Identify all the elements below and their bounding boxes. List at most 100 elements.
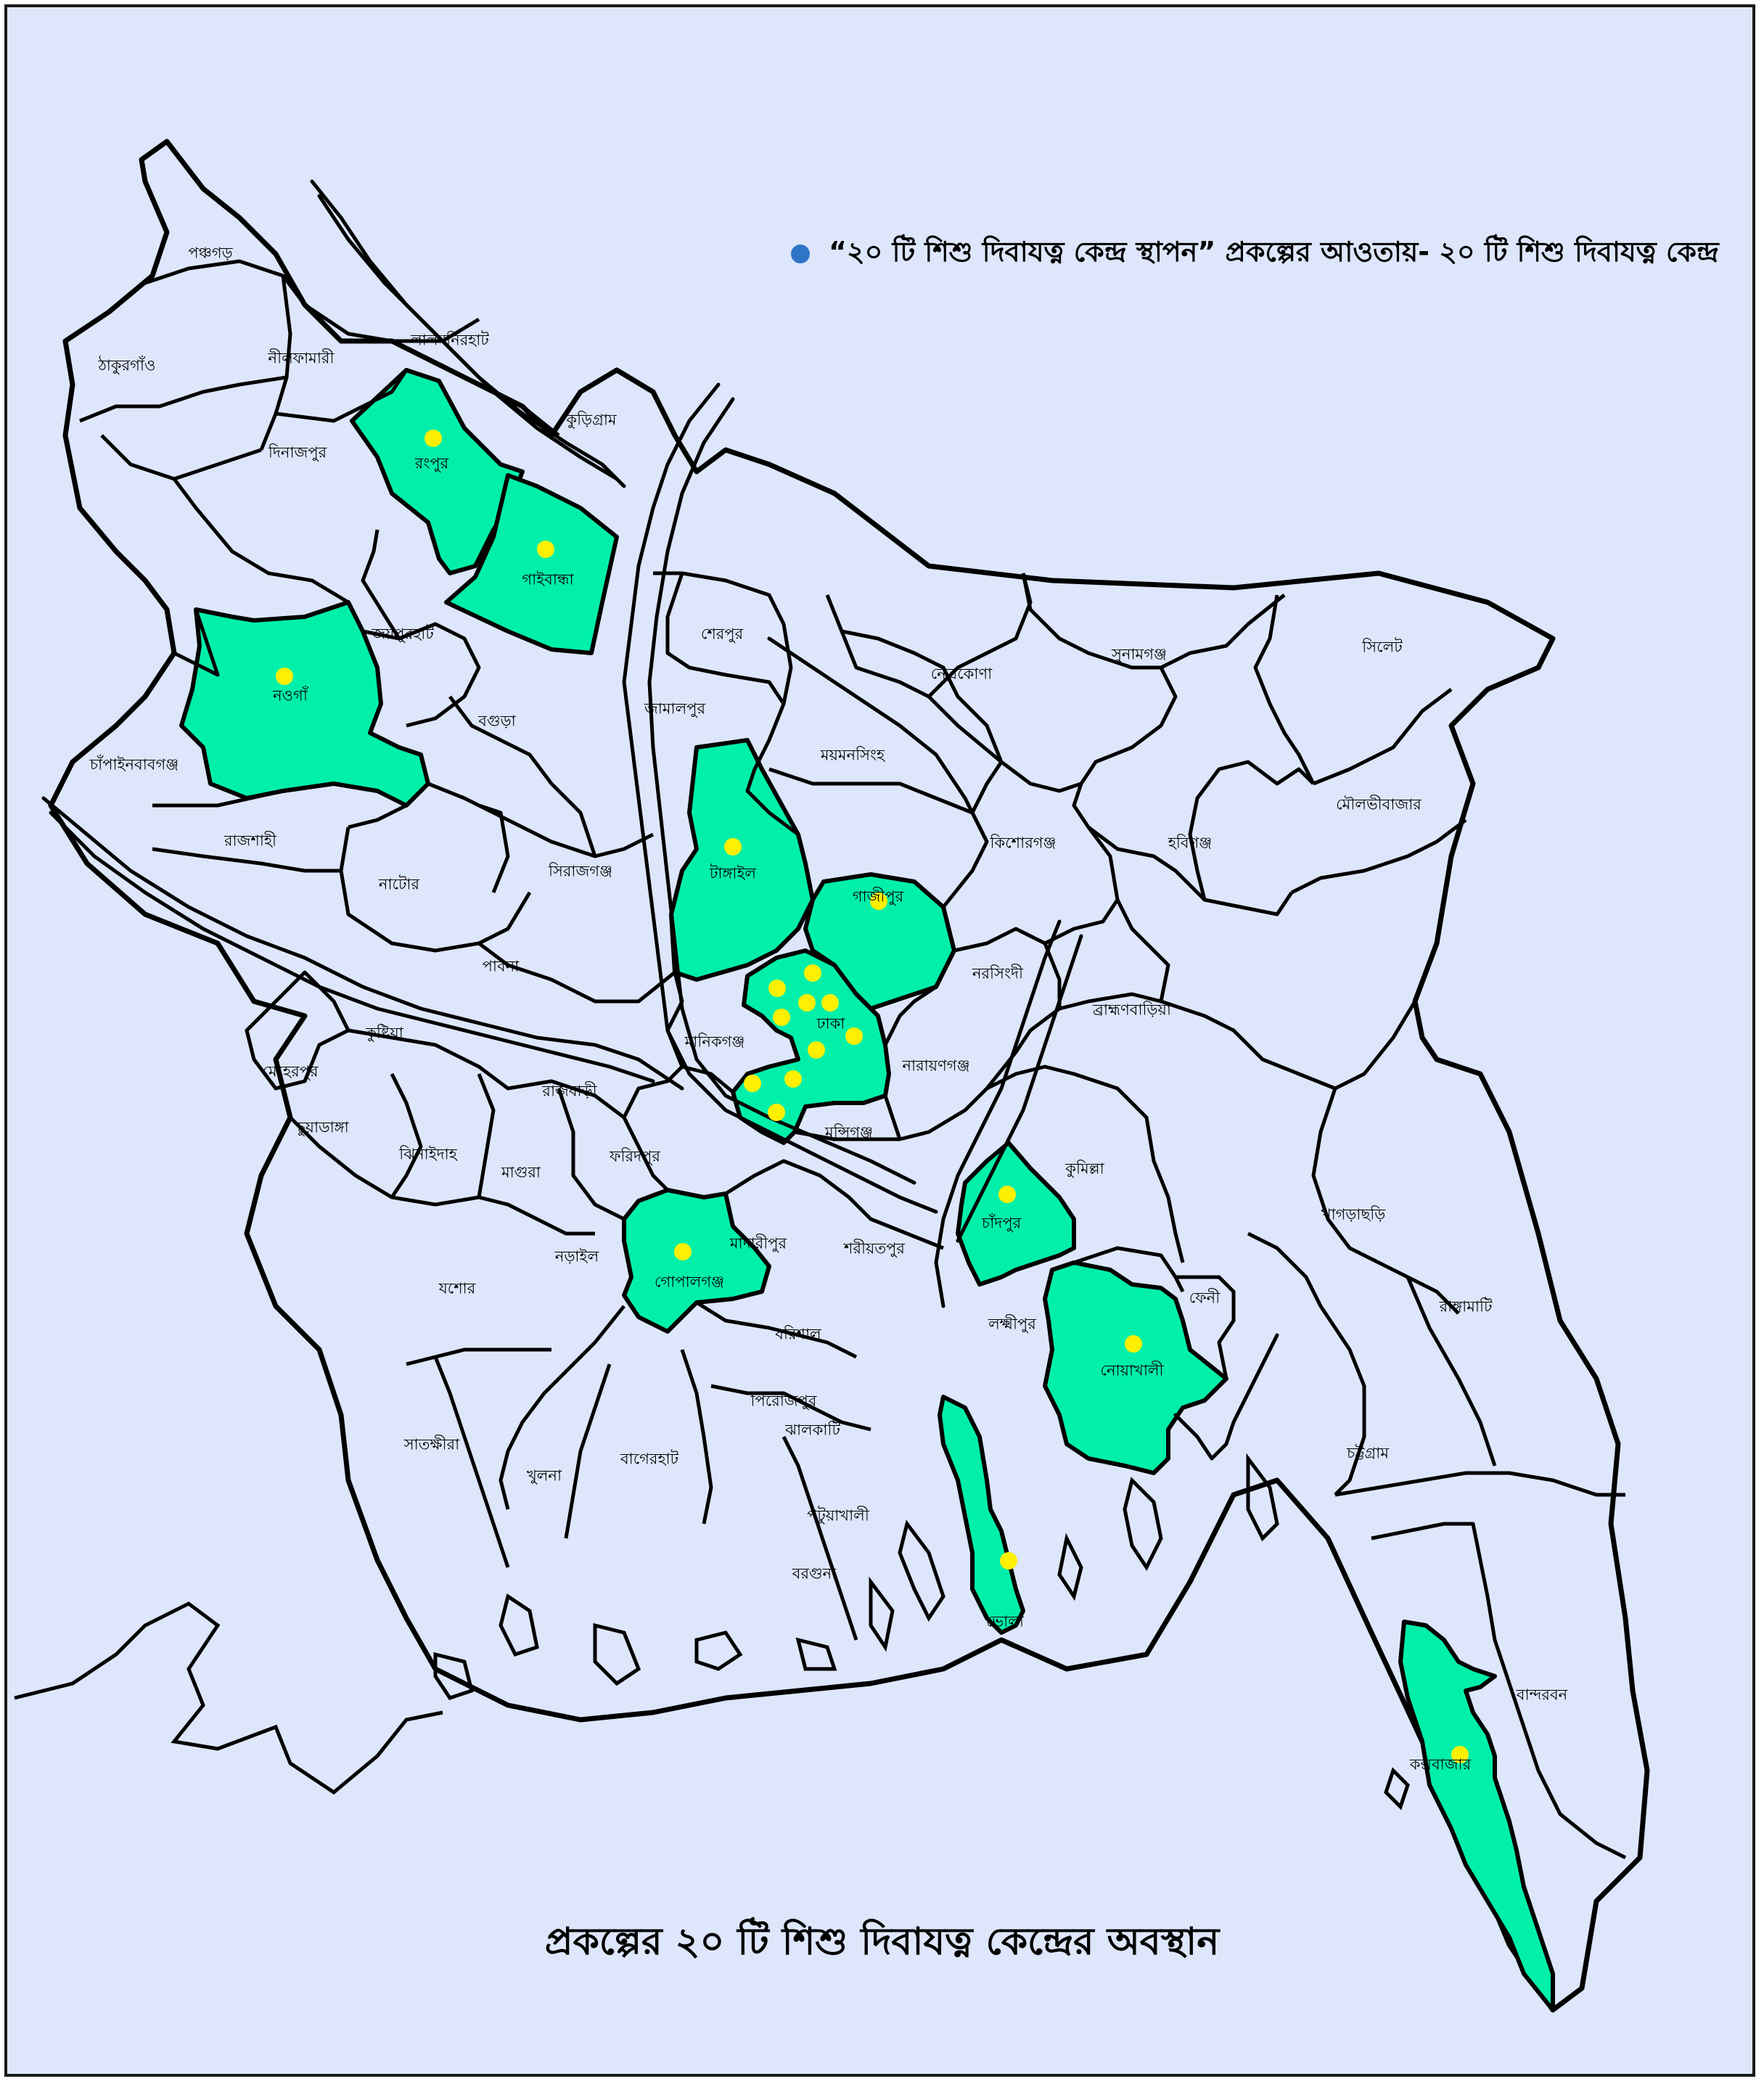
district-label: চুয়াডাঙ্গা <box>297 1118 349 1136</box>
border <box>557 1088 625 1221</box>
coastal-islands <box>433 1453 1410 1810</box>
district-bhola-shape <box>938 1395 1025 1635</box>
daycare-center-marker <box>784 1070 802 1088</box>
district-label: পাবনা <box>482 957 520 975</box>
border <box>1087 826 1170 1002</box>
border <box>665 573 786 705</box>
district-label: ময়মনসিংহ <box>820 746 885 764</box>
border <box>710 1384 871 1432</box>
daycare-center-marker <box>1125 1335 1142 1353</box>
border <box>1059 992 1162 1011</box>
island <box>869 1576 895 1652</box>
meghna-river <box>934 919 1062 1308</box>
legend-text: “২০ টি শিশু দিবাযত্ন কেন্দ্র স্থাপন” প্র… <box>829 236 1719 268</box>
daycare-center-markers <box>276 430 1469 1763</box>
daycare-center-marker <box>821 994 839 1012</box>
border <box>653 571 800 836</box>
district-label: নারায়ণগঞ্জ <box>902 1057 970 1075</box>
district-label: দিনাজপুর <box>268 443 327 461</box>
district-label: রংপুর <box>414 454 449 472</box>
border <box>953 927 1062 1009</box>
daycare-center-marker <box>998 1186 1016 1203</box>
daycare-center-marker <box>1451 1746 1469 1763</box>
district-label: গোপালগঞ্জ <box>654 1273 725 1291</box>
island <box>499 1593 539 1657</box>
district-label: সাতক্ষীরা <box>403 1435 460 1453</box>
legend: “২০ টি শিশু দিবাযত্ন কেন্দ্র স্থাপন” প্র… <box>791 231 1719 277</box>
district-label: ঝালকাটি <box>785 1421 840 1439</box>
island <box>898 1519 945 1622</box>
district-label: বাগেরহাট <box>620 1450 679 1468</box>
daycare-center-marker <box>808 1041 825 1059</box>
island <box>1246 1453 1279 1542</box>
district-coxsbazar-shape <box>1398 1620 1555 2012</box>
island <box>1384 1767 1410 1810</box>
district-label: রাঙ্গামাটি <box>1439 1297 1493 1316</box>
padma-river-bank <box>49 811 655 1083</box>
border <box>406 1347 551 1366</box>
district-label: মুন্সিগঞ্জ <box>825 1123 873 1141</box>
meghna-river-bank <box>956 934 1083 1243</box>
daycare-center-marker <box>276 668 293 685</box>
daycare-center-marker <box>798 994 816 1012</box>
island <box>1123 1477 1163 1571</box>
district-label: কুষ্টিয়া <box>366 1024 403 1042</box>
border <box>361 529 401 640</box>
district-label: জয়পুরহাট <box>372 625 434 643</box>
border <box>152 782 409 829</box>
border <box>841 629 1004 763</box>
border <box>564 1363 612 1539</box>
daycare-center-marker <box>744 1075 761 1092</box>
island <box>593 1623 641 1686</box>
district-label: পঞ্চগড় <box>188 244 233 262</box>
district-label: লক্ষ্মীপুর <box>988 1315 1036 1333</box>
district-label: নরসিংদী <box>972 964 1024 982</box>
district-label: বরিশাল <box>775 1325 821 1343</box>
district-label: লালমনিরহাট <box>411 331 489 349</box>
district-label: কিশোরগঞ্জ <box>990 834 1057 852</box>
district-label: বরগুনা <box>792 1564 837 1583</box>
district-label: নাটোর <box>378 875 420 893</box>
border <box>1253 594 1316 785</box>
padma-river <box>41 796 684 1091</box>
border <box>883 985 938 1046</box>
border <box>427 782 655 858</box>
daycare-center-marker <box>870 893 887 910</box>
daycare-center-marker <box>845 1027 863 1045</box>
district-label: বান্দরবন <box>1516 1686 1568 1704</box>
border <box>144 259 306 306</box>
district-chandpur-shape <box>956 1141 1076 1287</box>
border <box>1072 666 1178 829</box>
district-label: পটুয়াখালী <box>807 1506 869 1525</box>
district-label: ফরিদপুর <box>610 1147 660 1165</box>
border <box>391 1195 595 1236</box>
district-label: মাগুরা <box>501 1163 541 1181</box>
border <box>173 477 350 604</box>
district-label: খাগড়াছড়ি <box>1321 1205 1386 1223</box>
district-gopalganj-shape <box>622 1188 771 1334</box>
border <box>1311 1088 1460 1315</box>
daycare-center-marker <box>1000 1552 1017 1570</box>
border <box>463 375 560 437</box>
brahmaputra-old <box>767 636 989 844</box>
district-label: নেত্রকোণা <box>930 665 993 683</box>
border <box>622 1116 669 1191</box>
district-label: রাজশাহী <box>224 832 276 850</box>
district-label: গাইবান্ধা <box>522 570 574 588</box>
border <box>768 767 989 908</box>
border <box>1334 1471 1625 1497</box>
district-label: ঝিনাইদাহ <box>399 1145 457 1163</box>
border <box>433 1356 510 1568</box>
district-label: ফেনী <box>1189 1289 1221 1307</box>
border <box>339 826 532 953</box>
border <box>289 1072 423 1199</box>
island <box>795 1637 837 1671</box>
district-label: মৌলভীবাজার <box>1336 795 1422 813</box>
district-label: যশোর <box>438 1279 476 1297</box>
island <box>1057 1533 1083 1601</box>
district-label: নওগাঁ <box>273 686 308 705</box>
district-label: গাজীপুর <box>852 887 904 906</box>
daycare-center-marker <box>804 964 821 982</box>
district-label: কক্সবাজার <box>1409 1755 1472 1773</box>
